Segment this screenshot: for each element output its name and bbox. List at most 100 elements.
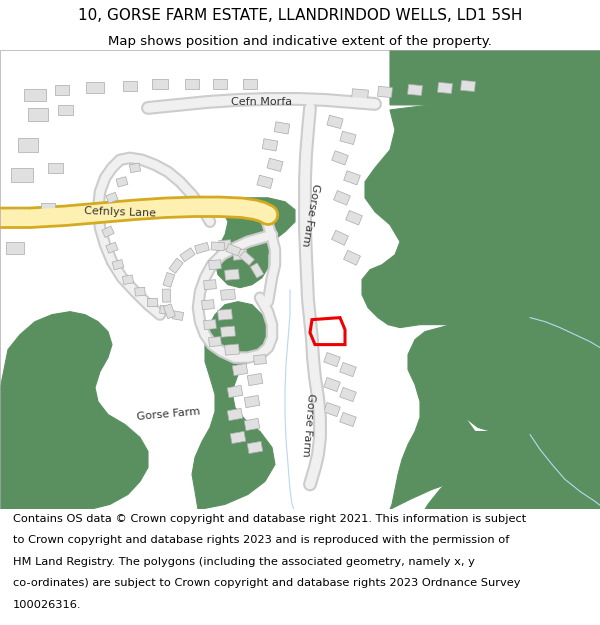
Bar (461, 81, 475, 91)
Bar (211, 242, 224, 251)
Text: co-ordinates) are subject to Crown copyright and database rights 2023 Ordnance S: co-ordinates) are subject to Crown copyr… (13, 578, 521, 588)
Bar (28, 108, 48, 121)
Bar (244, 418, 260, 431)
Bar (340, 362, 356, 377)
Bar (232, 363, 248, 376)
Bar (11, 168, 33, 182)
Text: Cefn Morfa: Cefn Morfa (232, 97, 293, 107)
Bar (134, 288, 145, 296)
Bar (180, 248, 195, 262)
Bar (106, 192, 118, 203)
Polygon shape (390, 324, 600, 509)
Text: Cefnlys Lane: Cefnlys Lane (84, 206, 156, 218)
Bar (340, 412, 356, 427)
Polygon shape (420, 220, 600, 431)
Polygon shape (192, 302, 275, 509)
Bar (213, 79, 227, 89)
Bar (250, 263, 264, 278)
Bar (9, 209, 27, 221)
Bar (377, 86, 392, 98)
Bar (324, 352, 340, 367)
Polygon shape (362, 105, 600, 328)
Bar (344, 171, 360, 185)
Bar (55, 85, 69, 95)
Bar (340, 131, 356, 144)
Bar (254, 354, 266, 364)
Bar (262, 139, 278, 151)
Bar (221, 326, 235, 338)
Bar (130, 163, 140, 172)
Text: 100026316.: 100026316. (13, 599, 82, 609)
Bar (274, 122, 290, 134)
Text: Gorse Farm: Gorse Farm (300, 392, 316, 457)
Bar (123, 81, 137, 91)
Bar (86, 82, 104, 94)
Bar (152, 79, 168, 89)
Bar (230, 431, 246, 444)
Bar (41, 202, 55, 212)
Text: HM Land Registry. The polygons (including the associated geometry, namely x, y: HM Land Registry. The polygons (includin… (13, 557, 475, 567)
Bar (226, 244, 241, 256)
Bar (160, 305, 170, 314)
Text: 10, GORSE FARM ESTATE, LLANDRINDOD WELLS, LD1 5SH: 10, GORSE FARM ESTATE, LLANDRINDOD WELLS… (78, 8, 522, 22)
Bar (116, 177, 128, 187)
Bar (227, 386, 243, 398)
Polygon shape (215, 198, 295, 288)
Bar (239, 251, 254, 266)
Bar (247, 441, 263, 454)
Bar (324, 378, 340, 392)
Bar (18, 138, 38, 152)
Bar (122, 275, 134, 284)
Bar (203, 319, 217, 329)
Bar (163, 272, 175, 288)
Bar (163, 304, 175, 319)
Polygon shape (0, 312, 148, 509)
Bar (227, 408, 243, 421)
Bar (209, 337, 221, 347)
Bar (202, 299, 214, 309)
Polygon shape (390, 50, 600, 118)
Bar (169, 258, 183, 273)
Text: Map shows position and indicative extent of the property.: Map shows position and indicative extent… (108, 35, 492, 48)
Polygon shape (425, 458, 565, 509)
Bar (352, 89, 368, 101)
Bar (147, 298, 157, 306)
Bar (346, 211, 362, 225)
Bar (163, 289, 170, 302)
Bar (327, 115, 343, 129)
Bar (407, 84, 422, 96)
Bar (218, 309, 232, 320)
Bar (324, 402, 340, 417)
Bar (332, 151, 348, 165)
Bar (244, 396, 260, 408)
Bar (344, 250, 361, 265)
Bar (247, 373, 263, 386)
Polygon shape (475, 364, 600, 438)
Bar (224, 344, 239, 355)
Bar (185, 79, 199, 89)
Bar (203, 279, 217, 289)
Text: Gorse Farm: Gorse Farm (299, 182, 320, 247)
Bar (209, 260, 221, 270)
Bar (172, 311, 184, 321)
Bar (58, 105, 73, 115)
Bar (194, 242, 209, 254)
Bar (106, 242, 118, 253)
Bar (257, 175, 273, 189)
Bar (340, 388, 356, 402)
Bar (47, 163, 62, 173)
Bar (102, 226, 114, 238)
Text: Gorse Farm: Gorse Farm (136, 407, 200, 422)
Bar (233, 249, 247, 260)
Bar (334, 191, 350, 205)
Bar (112, 259, 124, 270)
Text: Contains OS data © Crown copyright and database right 2021. This information is : Contains OS data © Crown copyright and d… (13, 514, 526, 524)
Bar (267, 158, 283, 171)
Bar (24, 89, 46, 101)
Bar (221, 289, 235, 300)
Bar (6, 242, 24, 254)
Bar (243, 79, 257, 89)
Bar (437, 82, 452, 94)
Bar (332, 230, 349, 245)
Bar (102, 209, 114, 221)
